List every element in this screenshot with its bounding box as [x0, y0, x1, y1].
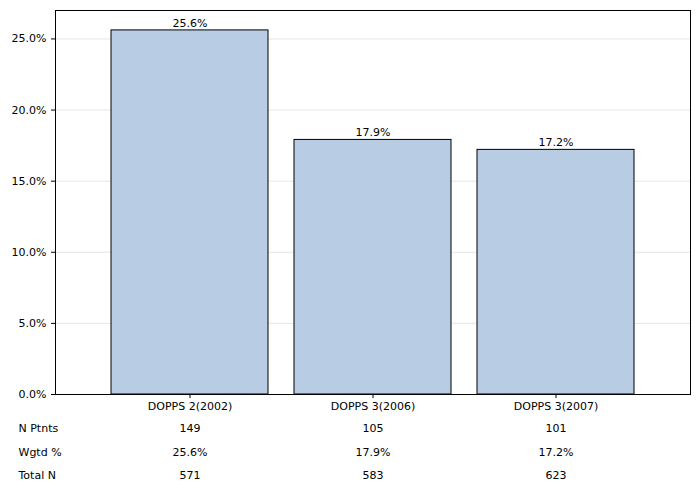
- svg-text:25.0%: 25.0%: [12, 32, 47, 45]
- svg-text:571: 571: [180, 469, 201, 482]
- svg-text:583: 583: [363, 469, 384, 482]
- svg-text:DOPPS 3(2007): DOPPS 3(2007): [514, 400, 598, 413]
- svg-text:DOPPS 3(2006): DOPPS 3(2006): [331, 400, 415, 413]
- svg-text:17.2%: 17.2%: [539, 446, 574, 459]
- svg-text:17.9%: 17.9%: [356, 446, 391, 459]
- svg-text:623: 623: [546, 469, 567, 482]
- svg-text:149: 149: [180, 422, 201, 435]
- svg-text:20.0%: 20.0%: [12, 104, 47, 117]
- svg-text:Wgtd %: Wgtd %: [19, 446, 62, 459]
- svg-text:Total N: Total N: [18, 469, 56, 482]
- svg-text:5.0%: 5.0%: [19, 317, 47, 330]
- svg-text:15.0%: 15.0%: [12, 175, 47, 188]
- svg-text:105: 105: [363, 422, 384, 435]
- svg-text:DOPPS 2(2002): DOPPS 2(2002): [148, 400, 232, 413]
- svg-text:25.6%: 25.6%: [173, 446, 208, 459]
- svg-text:17.2%: 17.2%: [539, 136, 574, 149]
- svg-text:17.9%: 17.9%: [356, 126, 391, 139]
- svg-text:101: 101: [546, 422, 567, 435]
- svg-text:25.6%: 25.6%: [173, 17, 208, 30]
- svg-text:N Ptnts: N Ptnts: [19, 422, 59, 435]
- svg-text:0.0%: 0.0%: [19, 388, 47, 401]
- svg-text:10.0%: 10.0%: [12, 246, 47, 259]
